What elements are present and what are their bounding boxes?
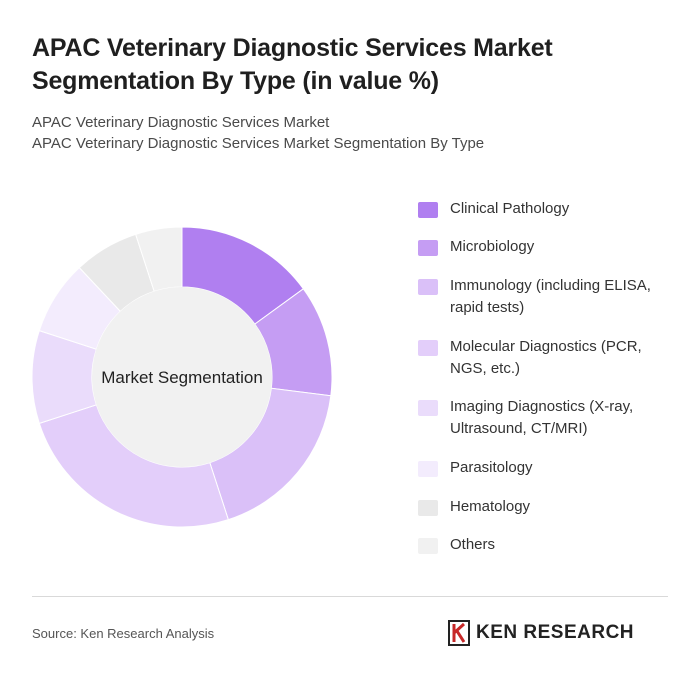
legend-swatch [418, 240, 438, 256]
legend-item-0: Clinical Pathology [418, 198, 678, 220]
donut-chart: Market Segmentation [31, 226, 333, 528]
legend-swatch [418, 461, 438, 477]
legend-item-2: Immunology (including ELISA, rapid tests… [418, 275, 678, 319]
ken-research-logo-icon [448, 620, 470, 646]
chart-subtitle-line2: APAC Veterinary Diagnostic Services Mark… [32, 135, 485, 152]
legend-label: Immunology (including ELISA, rapid tests… [450, 277, 651, 316]
chart-subtitle-line1: APAC Veterinary Diagnostic Services Mark… [32, 114, 330, 131]
legend-item-4: Imaging Diagnostics (X-ray, Ultrasound, … [418, 396, 678, 440]
legend-label: Parasitology [450, 459, 533, 476]
donut-slice-3 [38, 404, 229, 528]
legend-swatch [418, 202, 438, 218]
legend-item-6: Hematology [418, 496, 678, 518]
legend-item-3: Molecular Diagnostics (PCR, NGS, etc.) [418, 336, 678, 380]
chart-title: APAC Veterinary Diagnostic Services Mark… [32, 34, 553, 95]
footer-divider [32, 596, 668, 597]
legend-item-7: Others [418, 534, 678, 556]
donut-center-label: Market Segmentation [101, 368, 263, 387]
legend-swatch [418, 340, 438, 356]
donut-center [92, 287, 272, 467]
legend-swatch [418, 279, 438, 295]
legend-swatch [418, 500, 438, 516]
legend-swatch [418, 538, 438, 554]
legend-label: Imaging Diagnostics (X-ray, Ultrasound, … [450, 398, 634, 437]
legend-item-5: Parasitology [418, 457, 678, 479]
ken-research-logo-text: KEN RESEARCH [476, 622, 635, 643]
ken-research-logo: KEN RESEARCH [448, 620, 634, 646]
legend-label: Molecular Diagnostics (PCR, NGS, etc.) [450, 338, 642, 377]
source-note: Source: Ken Research Analysis [32, 626, 215, 641]
legend-label: Others [450, 536, 496, 553]
legend-label: Clinical Pathology [450, 200, 570, 217]
legend-label: Microbiology [450, 238, 535, 255]
legend-item-1: Microbiology [418, 236, 678, 258]
legend-label: Hematology [450, 498, 531, 515]
legend-swatch [418, 400, 438, 416]
